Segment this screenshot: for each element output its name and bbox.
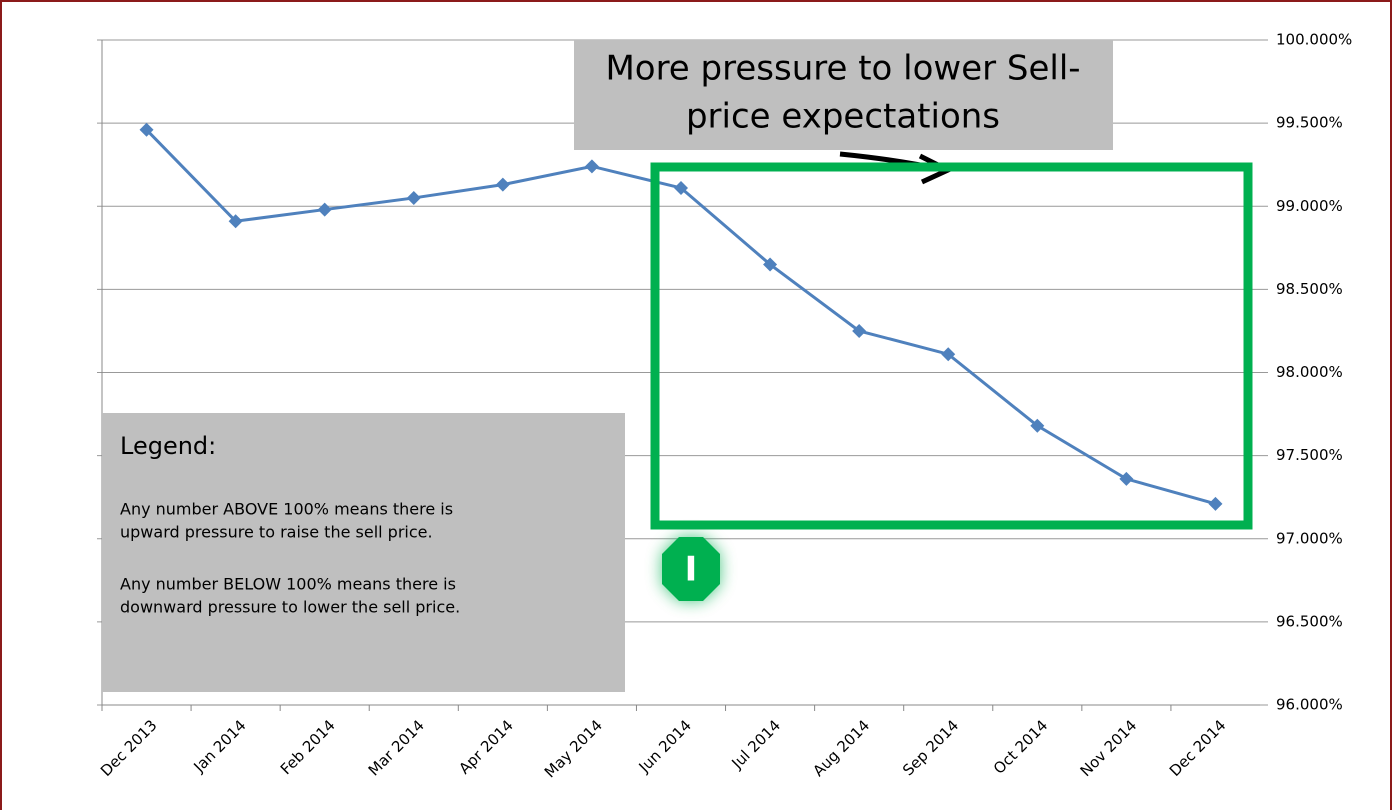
marker [317, 202, 332, 217]
marker [674, 180, 688, 195]
marker [406, 190, 421, 205]
marker [941, 347, 956, 362]
marker [495, 177, 510, 192]
marker [1030, 418, 1045, 433]
y-tick-label: 96.500% [1276, 612, 1343, 630]
y-tick-label: 99.000% [1276, 197, 1343, 215]
marker [1208, 496, 1223, 511]
marker [139, 122, 154, 137]
callout-text: price expectations [686, 97, 1000, 137]
legend-text: Any number BELOW 100% means there is [120, 575, 456, 594]
callout-text: More pressure to lower Sell- [605, 49, 1080, 89]
y-tick-label: 98.500% [1276, 280, 1343, 298]
y-tick-label: 98.000% [1276, 363, 1343, 381]
marker [763, 257, 778, 272]
y-tick-label: 99.500% [1276, 114, 1343, 132]
legend-text: Any number ABOVE 100% means there is [120, 500, 453, 519]
legend-title: Legend: [120, 432, 216, 460]
y-tick-label: 97.500% [1276, 446, 1343, 464]
icon-label: I [685, 550, 698, 590]
y-tick-label: 96.000% [1276, 696, 1343, 714]
callout-box [574, 40, 1113, 150]
y-tick-label: 97.000% [1276, 529, 1343, 547]
marker [228, 214, 243, 229]
marker [1119, 471, 1134, 486]
legend-text: downward pressure to lower the sell pric… [120, 598, 460, 617]
legend-box [102, 413, 625, 692]
highlight-box [650, 162, 1253, 530]
marker [584, 159, 599, 174]
legend-text: upward pressure to raise the sell price. [120, 523, 433, 542]
icon [662, 537, 720, 601]
marker [852, 323, 867, 338]
y-tick-label: 100.000% [1276, 31, 1352, 49]
